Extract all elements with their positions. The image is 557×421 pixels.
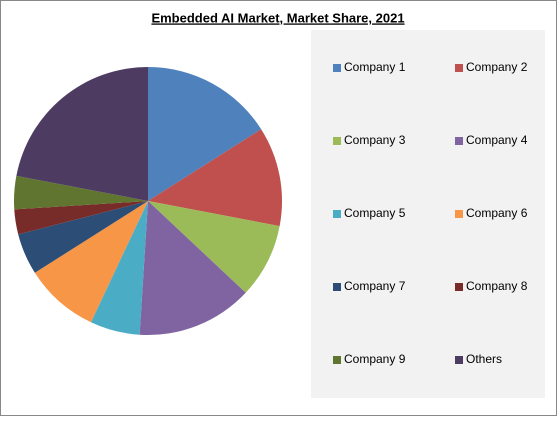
pie-slice bbox=[16, 67, 149, 201]
chart-title: Embedded AI Market, Market Share, 2021 bbox=[151, 10, 404, 25]
legend-swatch bbox=[333, 210, 341, 218]
legend-swatch bbox=[333, 283, 341, 291]
legend-swatch bbox=[455, 356, 463, 364]
legend-swatch bbox=[455, 137, 463, 145]
legend-label: Company 1 bbox=[344, 60, 406, 74]
legend-swatch bbox=[333, 64, 341, 72]
legend-label: Company 9 bbox=[344, 352, 406, 366]
pie-slice bbox=[90, 201, 148, 335]
legend-swatch bbox=[333, 356, 341, 364]
legend-label: Company 2 bbox=[466, 60, 528, 74]
legend-swatch bbox=[455, 283, 463, 291]
legend-label: Company 5 bbox=[344, 206, 406, 220]
legend-swatch bbox=[455, 64, 463, 72]
legend-label: Company 4 bbox=[466, 133, 528, 147]
pie-slice bbox=[18, 201, 149, 273]
legend-label: Company 3 bbox=[344, 133, 406, 147]
legend-label: Company 8 bbox=[466, 279, 528, 293]
pie-slice bbox=[148, 129, 282, 227]
pie-slice bbox=[139, 201, 246, 336]
pie-slice bbox=[148, 67, 262, 201]
legend-label: Others bbox=[466, 352, 502, 366]
legend-label: Company 7 bbox=[344, 279, 406, 293]
pie-slice bbox=[34, 201, 148, 323]
legend-swatch bbox=[455, 210, 463, 218]
pie-slice bbox=[14, 201, 148, 235]
legend-box bbox=[311, 30, 545, 398]
legend-swatch bbox=[333, 137, 341, 145]
pie-slice bbox=[148, 201, 280, 293]
legend-label: Company 6 bbox=[466, 206, 528, 220]
pie-slice bbox=[14, 175, 149, 210]
